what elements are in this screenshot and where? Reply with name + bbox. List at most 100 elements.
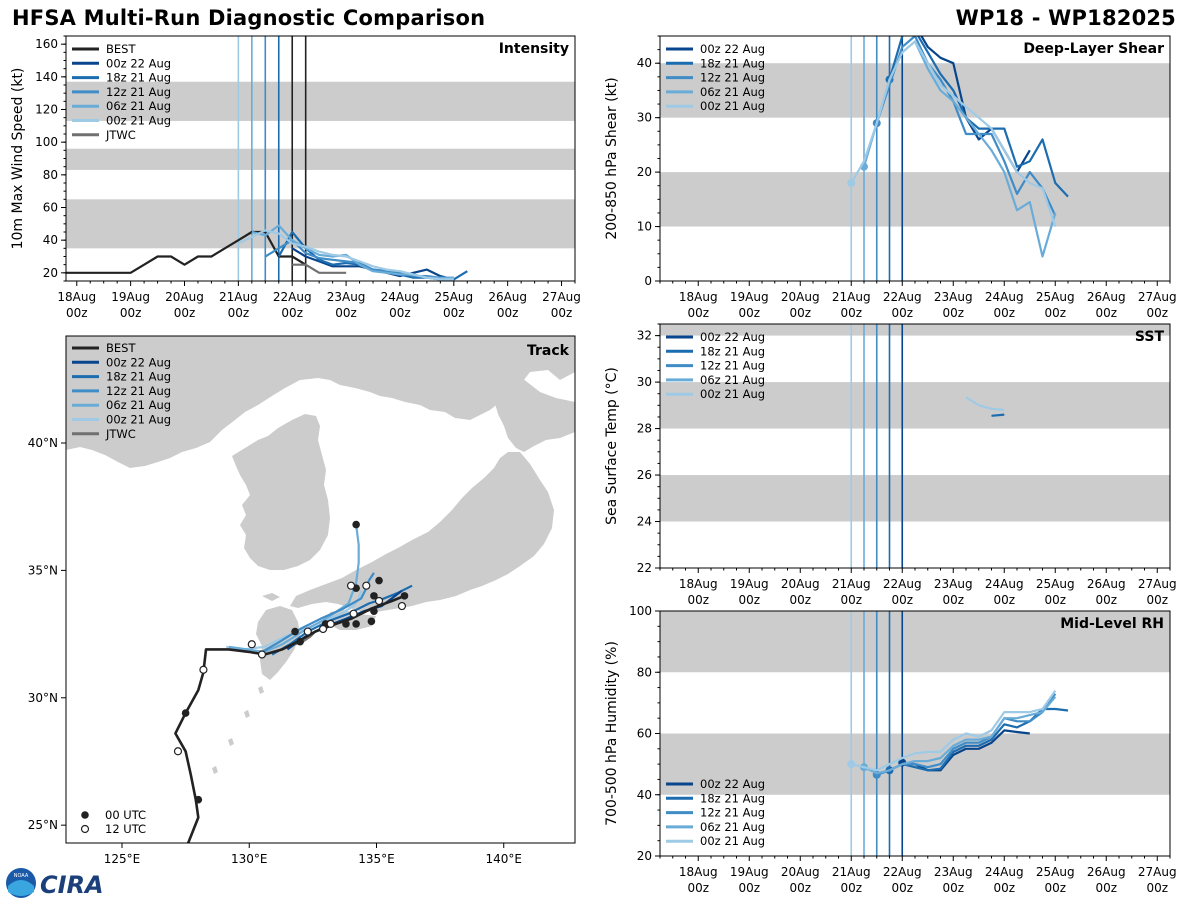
rh-series-00z-21-aug (851, 689, 1057, 772)
shear-xtick-label-hour: 00z (1146, 306, 1168, 320)
intensity-xtick-label-hour: 00z (443, 306, 465, 320)
shear-xtick-label: 18Aug (679, 290, 718, 304)
track-point-00utc (370, 592, 378, 600)
track-point-00utc (400, 592, 409, 600)
rh-xtick-label-hour: 00z (942, 881, 964, 895)
shear-xtick-label: 23Aug (934, 290, 973, 304)
sst-xtick-label: 24Aug (985, 577, 1024, 591)
shear-xtick-label-hour: 00z (993, 306, 1015, 320)
sst-xtick-label: 26Aug (1087, 577, 1126, 591)
track-legend-marker-label: 00 UTC (105, 808, 146, 822)
intensity-ytick-label: 20 (43, 266, 58, 280)
shear-xtick-label: 20Aug (781, 290, 820, 304)
intensity-xtick-label: 25Aug (434, 290, 473, 304)
chart-track: 125°E 130°E 135°E 140°E 25°N 30°N 35°N 40°N Trac… (28, 335, 576, 866)
track-title: Track (527, 343, 570, 359)
intensity-ytick-label: 60 (43, 201, 58, 215)
land-asia-mainland (66, 336, 575, 468)
track-legend-marker-label: 12 UTC (105, 822, 146, 836)
rh-xtick-label-hour: 00z (687, 881, 709, 895)
sst-xtick-label-hour: 00z (993, 593, 1015, 607)
land-ryukyu-islands (212, 686, 264, 774)
sst-xtick-label: 25Aug (1036, 577, 1075, 591)
track-point-12utc (374, 596, 384, 606)
track-series-18z-21-aug (271, 584, 413, 656)
intensity-ytick-label: 40 (43, 233, 58, 247)
chart-sst: 22 24 26 28 30 32 18Aug 00z 19Aug 00z 20Aug 00z 21Au… (604, 323, 1177, 607)
svg-text:CIRA: CIRA (40, 871, 104, 899)
intensity-xtick-label-hour: 00z (335, 306, 357, 320)
track-point-00utc (291, 627, 299, 636)
shear-ytick-label: 0 (644, 274, 652, 288)
sst-xtick-label-hour: 00z (1044, 593, 1066, 607)
intensity-legend-label-00z-21-aug: 00z 21 Aug (106, 114, 171, 128)
rh-xtick-label-hour: 00z (789, 881, 811, 895)
intensity-legend-label-best: BEST (106, 42, 136, 56)
sst-band-0 (660, 475, 1170, 522)
sst-xtick-label: 23Aug (934, 577, 973, 591)
rh-xtick-label: 19Aug (730, 865, 769, 879)
land-honshu (290, 452, 554, 612)
intensity-band-2 (66, 81, 575, 121)
sst-xtick-label-hour: 00z (840, 593, 862, 607)
track-legend-label-00z-22-aug: 00z 22 Aug (106, 355, 171, 369)
track-point-00utc (352, 620, 360, 628)
sst-ytick-label: 22 (637, 561, 652, 575)
shear-xtick-label-hour: 00z (789, 306, 811, 320)
shear-xtick-label: 21Aug (832, 290, 871, 304)
sst-legend-label-12z-21-aug: 12z 21 Aug (700, 359, 765, 373)
cira-logo: NOAA CIRA (6, 868, 104, 899)
intensity-band-0 (66, 199, 575, 249)
track-point-12utc (199, 665, 208, 674)
chart-shear: 0 10 20 30 40 18Aug 00z 19Aug 00z 20Aug 00z 21Aug 00… (604, 35, 1177, 320)
rh-xtick-label-hour: 00z (1095, 881, 1117, 895)
track-point-00utc (370, 607, 378, 615)
track-xtick-label: 140°E (485, 852, 522, 866)
shear-xtick-label: 22Aug (883, 290, 922, 304)
shear-legend-label-06z-21-aug: 06z 21 Aug (700, 85, 765, 99)
shear-xtick-label-hour: 00z (738, 306, 760, 320)
shear-legend-label-00z-21-aug: 00z 21 Aug (700, 99, 765, 113)
intensity-title: Intensity (499, 41, 569, 57)
sst-legend-label-06z-21-aug: 06z 21 Aug (700, 373, 765, 387)
sst-xtick-label: 22Aug (883, 577, 922, 591)
intensity-ytick-label: 100 (35, 135, 58, 149)
track-ytick-label: 35°N (28, 563, 58, 577)
rh-xtick-label: 21Aug (832, 865, 871, 879)
sst-ytick-label: 24 (637, 515, 652, 529)
intensity-xtick-label: 21Aug (219, 290, 258, 304)
sst-series-00z-21-aug (965, 396, 1005, 412)
land-korean-peninsula (232, 414, 330, 570)
track-legend-label-00z-21-aug: 00z 21 Aug (106, 413, 171, 427)
land-hokkaido (494, 374, 575, 452)
track-point-00utc (375, 576, 383, 585)
shear-band-1 (660, 63, 1170, 118)
intensity-ytick-label: 80 (43, 168, 58, 182)
intensity-series-best (66, 230, 307, 274)
shear-xtick-label: 24Aug (985, 290, 1024, 304)
track-point-00utc (342, 620, 350, 628)
rh-xtick-label-hour: 00z (891, 881, 913, 895)
track-plot-area (173, 520, 413, 843)
intensity-xtick-label: 20Aug (165, 290, 204, 304)
shear-ylabel: 200-850 hPa Shear (kt) (604, 77, 620, 239)
sst-plot-area (660, 324, 1170, 568)
intensity-xtick-label-hour: 00z (66, 306, 88, 320)
rh-ytick-label: 100 (629, 604, 652, 618)
intensity-xtick-label-hour: 00z (281, 306, 303, 320)
rh-series-06z-21-aug (863, 696, 1057, 775)
intensity-xtick-label-hour: 00z (389, 306, 411, 320)
rh-xtick-label: 23Aug (934, 865, 973, 879)
sst-ytick-label: 32 (637, 329, 652, 343)
track-legend-label-jtwc: JTWC (105, 427, 136, 441)
intensity-xtick-label-hour: 00z (174, 306, 196, 320)
shear-ytick-label: 30 (637, 111, 652, 125)
intensity-xtick-label-hour: 00z (228, 306, 250, 320)
track-point-12utc (397, 601, 407, 611)
track-point-12utc (318, 624, 328, 634)
sst-xtick-label: 18Aug (679, 577, 718, 591)
shear-legend-label-00z-22-aug: 00z 22 Aug (700, 42, 765, 56)
sst-xtick-label-hour: 00z (942, 593, 964, 607)
track-series-06z-21-aug (228, 524, 360, 654)
